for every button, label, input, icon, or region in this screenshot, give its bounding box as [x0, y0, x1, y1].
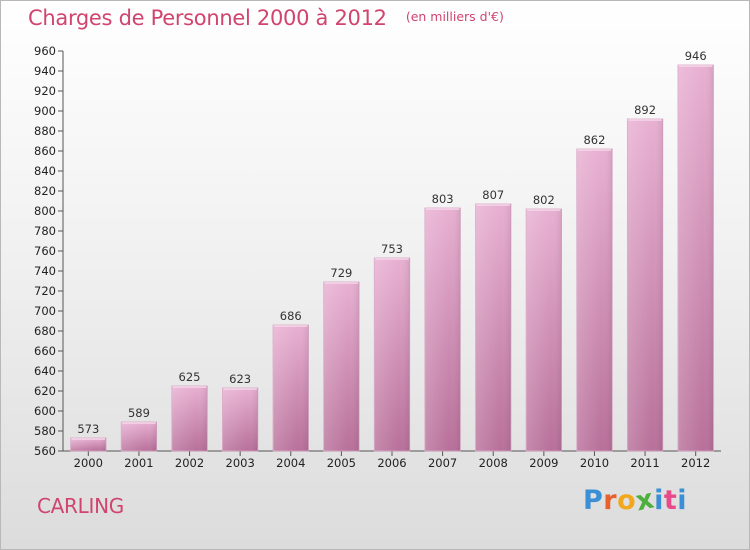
y-axis: 560 580 600 620 640 660 680 700 720 740 760 780 800 8…: [34, 44, 64, 458]
location-name: CARLING: [37, 494, 124, 518]
y-tick-label: 860: [34, 144, 56, 158]
y-tick-label: 640: [34, 364, 56, 378]
bar-value-label: 589: [128, 406, 150, 420]
x-tick-label: 2011: [630, 456, 659, 470]
x-tick-label: 2000: [74, 456, 103, 470]
bar-value-label: 803: [432, 192, 454, 206]
bar-shading: [576, 149, 613, 451]
y-tick-label: 800: [34, 204, 56, 218]
y-tick-label: 740: [34, 264, 56, 278]
x-tick-label: 2007: [428, 456, 457, 470]
y-tick-label: 820: [34, 184, 56, 198]
y-tick-label: 900: [34, 104, 56, 118]
bar-shading: [374, 258, 410, 451]
bar-shading: [526, 209, 562, 451]
bar-shading: [475, 204, 511, 451]
y-tick-label: 760: [34, 244, 56, 258]
bar-value-label: 807: [482, 188, 504, 202]
y-tick-label: 620: [34, 384, 56, 398]
bar-value-label: 753: [381, 242, 403, 256]
bar-shading: [70, 438, 107, 451]
bar-value-label: 729: [330, 266, 352, 280]
x-tick-label: 2003: [226, 456, 255, 470]
x-tick-label: 2012: [681, 456, 710, 470]
bar-value-label: 892: [634, 103, 656, 117]
y-tick-label: 920: [34, 84, 56, 98]
bar-shading: [627, 119, 663, 451]
logo-letter: P: [583, 485, 604, 516]
y-tick-label: 580: [34, 424, 56, 438]
bar-value-label: 573: [77, 422, 99, 436]
x-tick-label: 2005: [327, 456, 356, 470]
logo-letter: t: [663, 485, 678, 516]
bar-shading: [323, 282, 360, 451]
y-tick-label: 680: [34, 324, 56, 338]
bar-shading: [121, 422, 157, 451]
y-tick-label: 840: [34, 164, 56, 178]
logo-letter: i: [654, 485, 664, 516]
chart-unit-note: (en milliers d'€): [405, 9, 504, 24]
x-axis: 2000 2001 2002 2003 2004 2005 2006 2007 2008 2009…: [63, 450, 721, 470]
x-tick-label: 2010: [580, 456, 609, 470]
y-tick-label: 600: [34, 404, 56, 418]
bar-shading: [222, 388, 258, 451]
bar-shading: [677, 65, 714, 451]
bar-shading: [424, 208, 461, 451]
x-tick-label: 2006: [377, 456, 406, 470]
y-tick-label: 660: [34, 344, 56, 358]
y-tick-label: 560: [34, 444, 56, 458]
bar-value-label: 625: [179, 370, 201, 384]
y-tick-label: 720: [34, 284, 56, 298]
bar-shading: [273, 325, 309, 451]
bar-value-label: 686: [280, 309, 302, 323]
bar-shading: [171, 386, 208, 451]
y-tick-label: 940: [34, 64, 56, 78]
bar-value-label: 623: [229, 372, 251, 386]
x-tick-label: 2001: [124, 456, 153, 470]
logo-letter: r: [603, 485, 618, 516]
bars: 573 589 625 623 686 729 753 803 807 802 862 892 946: [70, 49, 714, 452]
title-row: Charges de Personnel 2000 à 2012 (en mil…: [28, 6, 504, 30]
logo-letter: i: [677, 485, 688, 516]
bar-value-label: 946: [685, 49, 707, 63]
y-tick-label: 780: [34, 224, 56, 238]
chart-title: Charges de Personnel 2000 à 2012: [28, 6, 387, 30]
y-tick-label: 880: [34, 124, 56, 138]
logo-letter: o: [617, 485, 637, 516]
y-tick-label: 960: [34, 44, 56, 58]
proxiti-logo: Proxiti: [583, 483, 688, 517]
x-tick-label: 2008: [479, 456, 508, 470]
y-tick-label: 700: [34, 304, 56, 318]
x-tick-label: 2004: [276, 456, 305, 470]
bar-value-label: 802: [533, 193, 555, 207]
bar-value-label: 862: [583, 133, 605, 147]
x-tick-label: 2002: [175, 456, 204, 470]
x-tick-label: 2009: [529, 456, 558, 470]
